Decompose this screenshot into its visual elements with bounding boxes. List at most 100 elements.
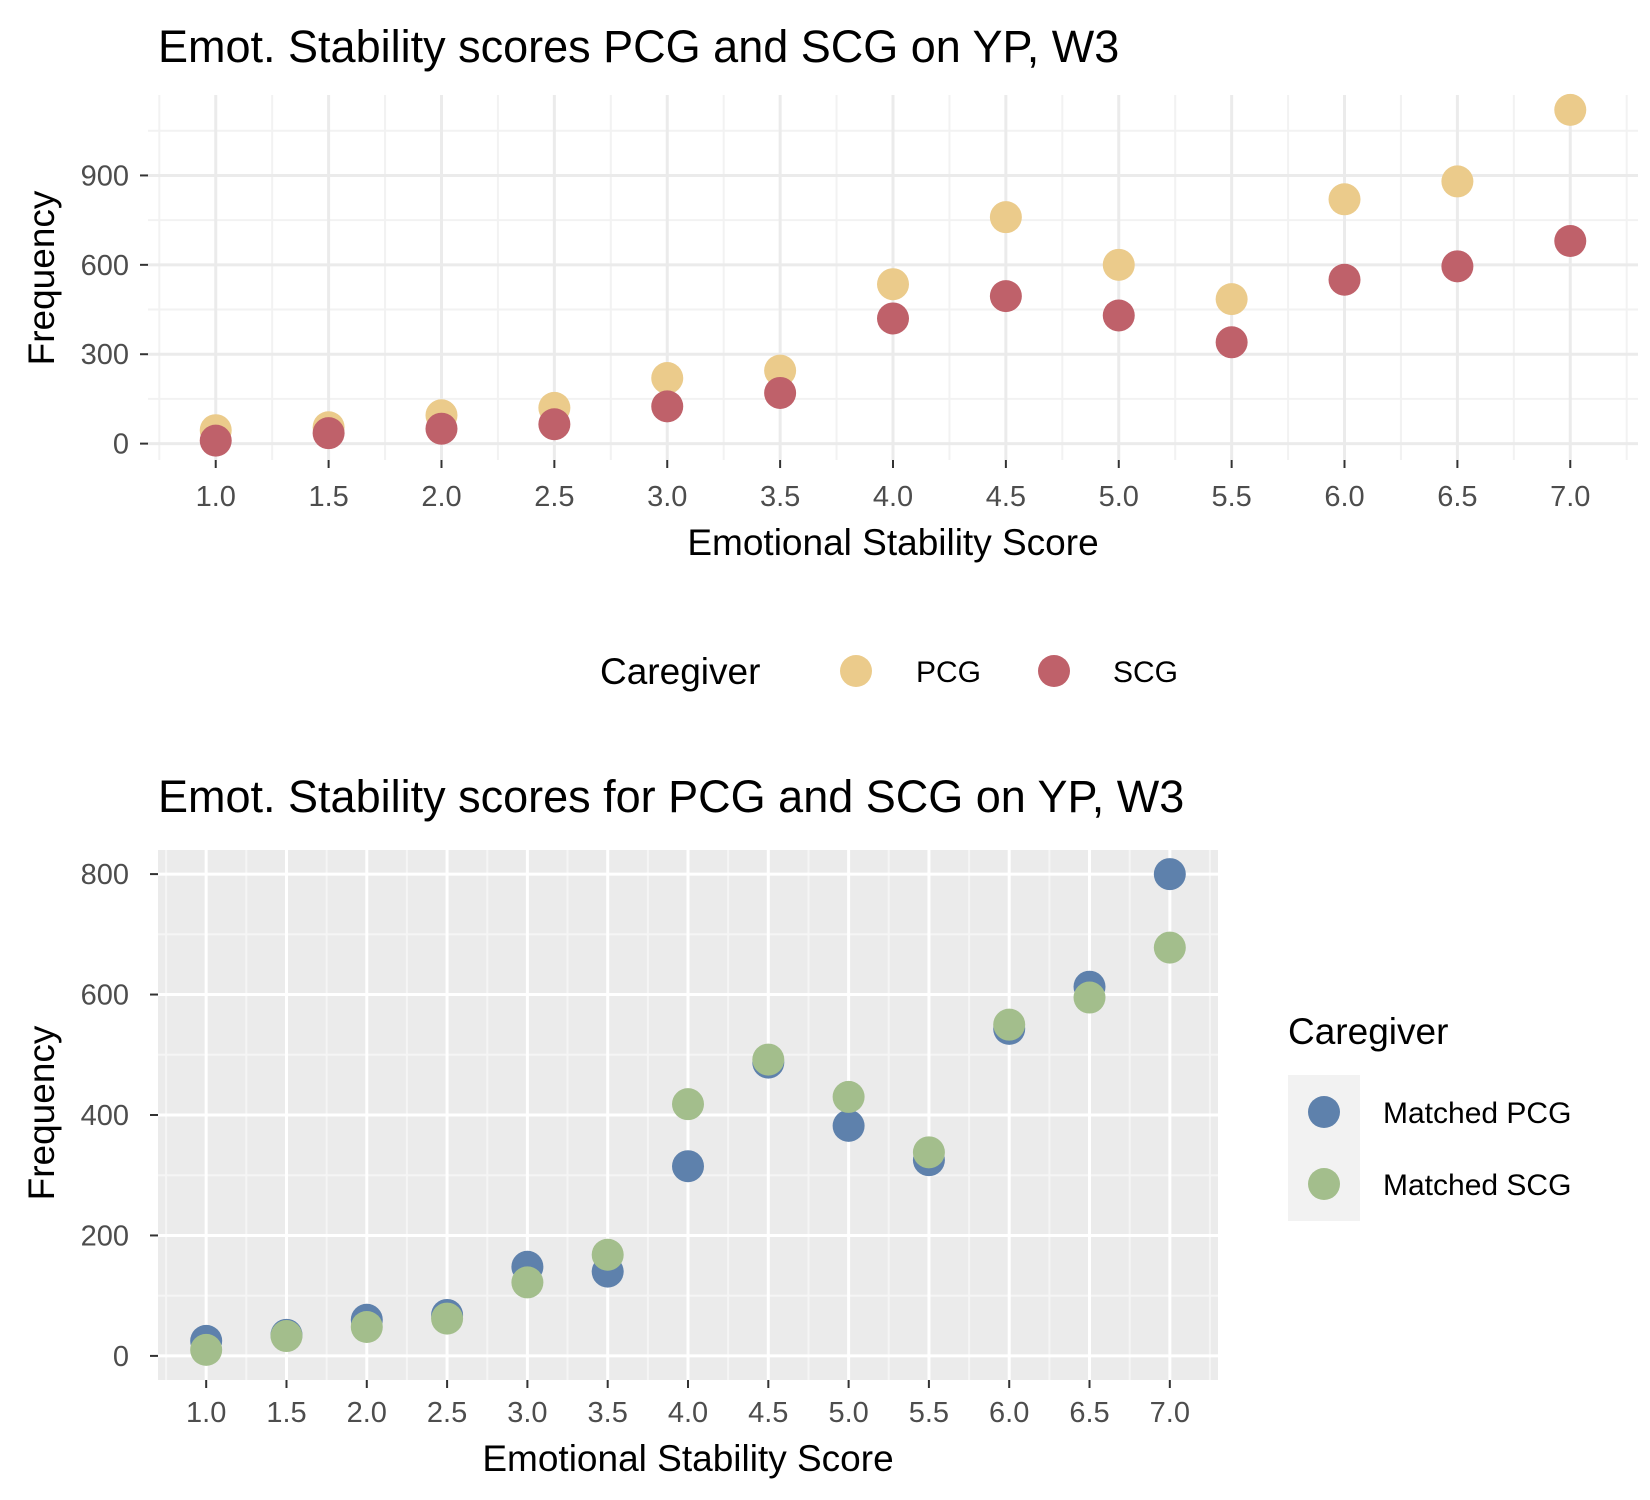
data-point-series-1 bbox=[912, 1136, 945, 1169]
data-point-series-1 bbox=[270, 1320, 303, 1353]
x-tick-label: 5.0 bbox=[828, 1397, 868, 1429]
chart-2-legend: Caregiver Matched PCG Matched SCG bbox=[1288, 1011, 1571, 1221]
chart-2-legend-key-matched-pcg bbox=[1308, 1096, 1340, 1128]
data-point-series-1 bbox=[312, 417, 345, 450]
x-tick-label: 7.0 bbox=[1550, 481, 1590, 513]
chart-2: Emot. Stability scores for PCG and SCG o… bbox=[21, 771, 1571, 1479]
data-point-series-1 bbox=[1441, 250, 1474, 283]
data-point-series-1 bbox=[1554, 225, 1587, 257]
data-point-series-1 bbox=[1102, 299, 1135, 332]
chart-1-legend-label-scg: SCG bbox=[1113, 656, 1178, 689]
data-point-series-1 bbox=[989, 280, 1022, 313]
y-tick-label: 800 bbox=[81, 859, 129, 891]
chart-1-y-tick-labels: 0 300 600 900 bbox=[81, 160, 148, 461]
chart-2-x-tick-labels: 1.0 1.5 2.0 2.5 3.0 3.5 4.0 4.5 5.0 5.5 6.0 6.5 7.0 bbox=[186, 1380, 1190, 1429]
x-tick-label: 3.0 bbox=[647, 481, 687, 513]
data-point-series-1 bbox=[752, 1043, 785, 1076]
data-point-series-1 bbox=[764, 376, 797, 409]
x-tick-label: 2.0 bbox=[347, 1397, 387, 1429]
data-point-series-1 bbox=[832, 1080, 865, 1113]
data-point-series-0 bbox=[832, 1109, 865, 1142]
data-point-series-1 bbox=[672, 1088, 704, 1121]
x-tick-label: 2.5 bbox=[534, 481, 574, 513]
x-tick-label: 6.0 bbox=[989, 1397, 1029, 1429]
data-point-series-1 bbox=[591, 1238, 624, 1271]
x-tick-label: 1.0 bbox=[196, 481, 236, 513]
chart-1-y-axis-title: Frequency bbox=[21, 190, 62, 365]
chart-1-x-tick-labels: 1.0 1.5 2.0 2.5 3.0 3.5 4.0 4.5 5.0 5.5 6.0 6.5 7.0 bbox=[196, 460, 1590, 513]
x-tick-label: 3.5 bbox=[760, 481, 800, 513]
chart-1-legend-key-pcg bbox=[840, 655, 872, 687]
data-point-series-1 bbox=[877, 302, 909, 335]
x-tick-label: 4.5 bbox=[748, 1397, 788, 1429]
y-tick-label: 200 bbox=[81, 1220, 129, 1252]
chart-1-points bbox=[199, 93, 1587, 457]
chart-2-title: Emot. Stability scores for PCG and SCG o… bbox=[158, 771, 1184, 822]
data-point-series-1 bbox=[1073, 981, 1106, 1014]
y-tick-label: 400 bbox=[81, 1100, 129, 1132]
chart-2-y-axis-title: Frequency bbox=[21, 1025, 62, 1200]
data-point-series-1 bbox=[199, 424, 232, 457]
data-point-series-0 bbox=[1215, 283, 1248, 316]
y-tick-label: 0 bbox=[113, 1341, 129, 1373]
data-point-series-0 bbox=[1441, 165, 1474, 198]
x-tick-label: 6.0 bbox=[1324, 481, 1364, 513]
x-tick-label: 3.0 bbox=[507, 1397, 547, 1429]
data-point-series-1 bbox=[350, 1311, 383, 1343]
x-tick-label: 2.0 bbox=[421, 481, 461, 513]
x-tick-label: 5.5 bbox=[1211, 481, 1251, 513]
data-point-series-0 bbox=[1102, 248, 1135, 281]
data-point-series-0 bbox=[1328, 183, 1361, 216]
chart-2-legend-key-matched-scg bbox=[1308, 1168, 1340, 1200]
data-point-series-0 bbox=[672, 1150, 704, 1183]
chart-2-legend-label-matched-pcg: Matched PCG bbox=[1383, 1097, 1571, 1130]
x-tick-label: 5.0 bbox=[1099, 481, 1139, 513]
data-point-series-1 bbox=[511, 1266, 544, 1299]
x-tick-label: 1.0 bbox=[186, 1397, 226, 1429]
data-point-series-1 bbox=[538, 408, 571, 441]
x-tick-label: 6.5 bbox=[1069, 1397, 1109, 1429]
data-point-series-0 bbox=[877, 268, 909, 301]
y-tick-label: 0 bbox=[113, 429, 129, 461]
x-tick-label: 2.5 bbox=[427, 1397, 467, 1429]
chart-1-legend-key-scg bbox=[1038, 655, 1070, 687]
data-point-series-0 bbox=[989, 201, 1022, 234]
chart-1-title: Emot. Stability scores PCG and SCG on YP… bbox=[158, 21, 1119, 72]
data-point-series-0 bbox=[764, 354, 797, 387]
data-point-series-1 bbox=[1153, 931, 1186, 964]
y-tick-label: 900 bbox=[81, 160, 129, 192]
x-tick-label: 4.0 bbox=[873, 481, 913, 513]
chart-2-points bbox=[190, 858, 1186, 1366]
y-tick-label: 600 bbox=[81, 980, 129, 1012]
chart-2-legend-label-matched-scg: Matched SCG bbox=[1383, 1169, 1571, 1202]
x-tick-label: 3.5 bbox=[588, 1397, 628, 1429]
data-point-series-1 bbox=[1215, 326, 1248, 359]
x-tick-label: 1.5 bbox=[266, 1397, 306, 1429]
data-point-series-1 bbox=[190, 1333, 223, 1366]
y-tick-label: 600 bbox=[81, 250, 129, 282]
x-tick-label: 6.5 bbox=[1437, 481, 1477, 513]
chart-1-x-axis-title: Emotional Stability Score bbox=[687, 522, 1098, 563]
data-point-series-0 bbox=[1153, 858, 1186, 891]
chart-1-legend: Caregiver PCG SCG bbox=[600, 651, 1178, 692]
chart-2-y-tick-labels: 0 200 400 600 800 bbox=[81, 859, 158, 1373]
data-point-series-1 bbox=[993, 1008, 1026, 1041]
data-point-series-1 bbox=[651, 390, 684, 423]
y-tick-label: 300 bbox=[81, 339, 129, 371]
data-point-series-1 bbox=[1328, 263, 1361, 296]
x-tick-label: 1.5 bbox=[308, 481, 348, 513]
chart-1-legend-label-pcg: PCG bbox=[916, 656, 981, 689]
chart-2-x-axis-title: Emotional Stability Score bbox=[482, 1438, 893, 1479]
chart-1-legend-title: Caregiver bbox=[600, 651, 760, 692]
chart-1-gridlines bbox=[148, 95, 1638, 460]
x-tick-label: 4.0 bbox=[668, 1397, 708, 1429]
data-point-series-1 bbox=[431, 1302, 464, 1335]
chart-1: Emot. Stability scores PCG and SCG on YP… bbox=[21, 21, 1638, 692]
x-tick-label: 4.5 bbox=[986, 481, 1026, 513]
chart-2-legend-title: Caregiver bbox=[1288, 1011, 1448, 1052]
data-point-series-0 bbox=[651, 362, 684, 395]
data-point-series-0 bbox=[1554, 93, 1587, 126]
x-tick-label: 5.5 bbox=[909, 1397, 949, 1429]
x-tick-label: 7.0 bbox=[1150, 1397, 1190, 1429]
